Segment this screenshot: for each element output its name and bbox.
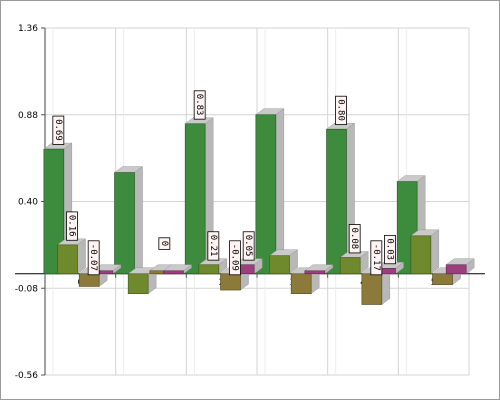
- data-label-text: -0.07: [88, 244, 98, 271]
- bar: [78, 273, 100, 287]
- bar: [410, 235, 432, 275]
- data-label: 0: [158, 237, 171, 250]
- data-label-box: [193, 90, 206, 120]
- bar-side: [77, 238, 86, 275]
- bar-side: [134, 166, 143, 275]
- data-label: 0.03: [384, 234, 396, 265]
- data-label: -0.17: [370, 240, 383, 276]
- y-tick-label: 1.36: [18, 24, 38, 34]
- bar: [57, 244, 78, 275]
- data-label-box: [229, 240, 241, 276]
- bar: [255, 114, 277, 275]
- bar: [198, 264, 220, 275]
- data-label-box: [348, 224, 361, 254]
- data-label-box: [242, 231, 255, 261]
- bar: [43, 148, 65, 275]
- y-tick-label: -0.08: [15, 284, 39, 294]
- bar: [304, 270, 326, 275]
- bar: [361, 273, 383, 305]
- data-label-box: [52, 115, 65, 145]
- bar: [114, 172, 135, 275]
- data-label-text: 0.80: [336, 99, 346, 121]
- y-tick-label: 0.88: [18, 111, 38, 121]
- data-label-text: 0.08: [349, 228, 359, 250]
- data-label-box: [158, 237, 171, 250]
- data-label: 0.16: [66, 211, 78, 241]
- bar: [326, 128, 347, 275]
- data-label-text: -0.09: [230, 244, 240, 271]
- bar: [127, 273, 149, 294]
- data-label-text: 0.16: [67, 215, 77, 237]
- data-label-text: 0.05: [243, 235, 253, 257]
- data-label-box: [384, 234, 396, 265]
- data-label-text: 0.69: [53, 119, 63, 141]
- data-label: 0.83: [193, 90, 206, 120]
- bar: [339, 257, 361, 275]
- data-label: 0.05: [242, 231, 255, 261]
- data-label-box: [87, 240, 100, 276]
- data-label: 0.69: [52, 115, 65, 145]
- data-label-text: 0: [159, 241, 169, 246]
- data-label: -0.09: [229, 240, 241, 276]
- data-label-box: [335, 95, 347, 126]
- data-label-text: -0.17: [371, 244, 381, 271]
- bar-side: [275, 108, 285, 275]
- data-label: 0.80: [335, 95, 347, 126]
- data-label-text: 0.83: [194, 94, 204, 116]
- bar-layer: [43, 108, 475, 306]
- data-label-box: [207, 231, 220, 261]
- bar: [445, 264, 467, 275]
- bar: [163, 270, 184, 275]
- data-label: 0.08: [348, 224, 361, 254]
- y-tick-label: -0.56: [15, 371, 39, 381]
- y-tick-label: 0.40: [18, 198, 38, 208]
- bar-side: [430, 229, 440, 275]
- data-label-text: 0.03: [385, 238, 395, 260]
- bar: [432, 273, 453, 285]
- data-label-text: 0.21: [208, 235, 218, 257]
- bar: [184, 123, 206, 275]
- data-label: -0.07: [87, 240, 100, 276]
- data-label-box: [370, 240, 383, 276]
- bar: [269, 255, 290, 275]
- bar: [220, 273, 241, 291]
- data-label-box: [66, 211, 78, 241]
- label-layer: 0.69 0.83 0.80 0.16 0.21 0.08 -0.07 0 -0.09 -0.17…: [52, 90, 396, 276]
- data-label: 0.21: [207, 231, 220, 261]
- bar: [290, 273, 312, 294]
